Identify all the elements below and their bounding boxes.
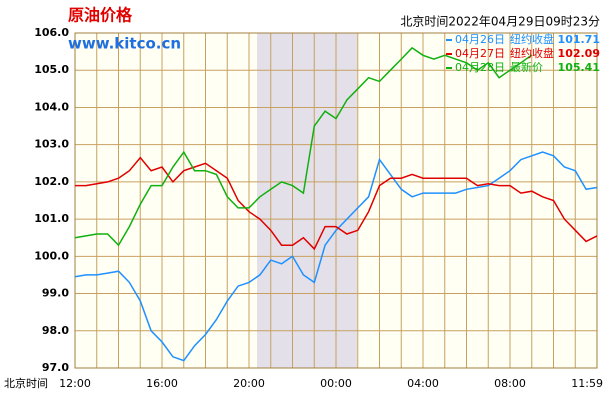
y-tick-label: 106.0 <box>34 26 69 39</box>
y-tick-label: 104.0 <box>34 100 69 113</box>
chart-title: 原油价格 <box>68 6 133 25</box>
timestamp: 北京时间2022年04月29日09时23分 <box>400 15 600 29</box>
x-tick-label: 04:00 <box>407 377 439 390</box>
y-tick-label: 97.0 <box>42 361 69 374</box>
legend-value: 101.71 <box>558 33 600 46</box>
legend-value: 102.09 <box>558 47 600 60</box>
x-tick-label: 20:00 <box>233 377 265 390</box>
series-line <box>75 156 598 251</box>
y-tick-label: 102.0 <box>34 175 69 188</box>
legend-value: 105.41 <box>558 61 600 74</box>
legend-name: 04月27日 <box>455 47 505 60</box>
x-tick-label: 16:00 <box>146 377 178 390</box>
y-tick-label: 98.0 <box>42 324 69 337</box>
shaded-session <box>257 33 357 368</box>
y-tick-label: 101.0 <box>34 212 69 225</box>
series-line <box>74 151 598 362</box>
legend-label: 最新价 <box>510 60 543 74</box>
chart-subtitle: www.kitco.cn <box>68 35 181 53</box>
y-tick-label: 100.0 <box>34 249 69 262</box>
legend-label: 纽约收盘 <box>510 46 554 60</box>
x-tick-label: 11:59 <box>571 377 603 390</box>
y-tick-label: 105.0 <box>34 63 69 76</box>
x-tick-label: 08:00 <box>494 377 526 390</box>
x-tick-label: 12:00 <box>59 377 91 390</box>
x-axis-label: 北京时间 <box>4 376 48 390</box>
series-line <box>74 46 533 247</box>
x-tick-label: 00:00 <box>320 377 352 390</box>
legend-name: 04月26日 <box>455 33 505 46</box>
plot-border <box>74 32 598 369</box>
legend-name: 04月28日 <box>455 61 505 74</box>
y-tick-label: 99.0 <box>42 287 69 300</box>
y-tick-label: 103.0 <box>34 138 69 151</box>
legend-label: 纽约收盘 <box>510 32 554 46</box>
